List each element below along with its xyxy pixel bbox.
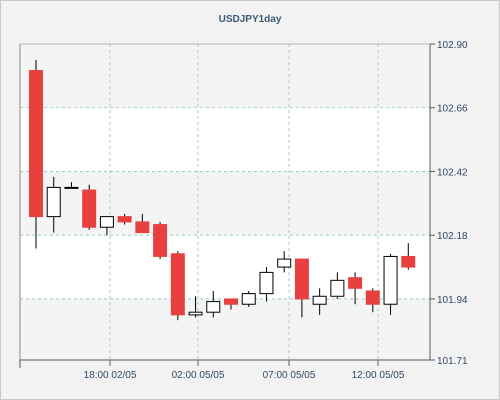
candle-up: [241, 290, 256, 307]
candle-body: [206, 301, 221, 313]
y-tick-label: 102.18: [437, 231, 468, 242]
axes: [19, 43, 431, 361]
plot-band: [20, 44, 430, 108]
candles: [29, 59, 416, 321]
candle-body: [365, 290, 380, 305]
candle-down: [135, 213, 150, 234]
candle-up: [259, 267, 274, 302]
candle-down: [29, 59, 43, 249]
candle-body: [82, 189, 97, 228]
candle-body: [294, 258, 309, 300]
candle-up: [188, 296, 203, 318]
y-tick-label: 101.71: [437, 356, 468, 367]
candle-body: [277, 258, 292, 268]
candle-body: [241, 293, 256, 305]
candle-down: [82, 184, 97, 230]
plot-background: [20, 44, 430, 360]
candle-up: [383, 253, 398, 315]
candle-down: [224, 298, 238, 310]
candle-body: [259, 271, 274, 295]
y-tick-label: 102.42: [437, 167, 468, 178]
x-tick-label: 07:00 05/05: [263, 370, 316, 381]
candle-up: [64, 182, 79, 189]
y-tick-label: 102.90: [437, 40, 468, 51]
candle-up: [99, 216, 114, 236]
candle-body: [383, 255, 398, 305]
candle-down: [153, 221, 168, 260]
candle-body: [135, 221, 150, 234]
y-axis-ticks: 102.90 102.66 102.42 102.18 101.94 101.71: [430, 40, 468, 367]
candle-body: [330, 279, 345, 297]
candle-body: [29, 70, 43, 218]
candle-body: [46, 186, 61, 218]
candle-body: [153, 224, 168, 257]
candle-body: [312, 295, 327, 305]
y-tick-label: 102.66: [437, 104, 468, 115]
candle-up: [330, 272, 345, 299]
x-tick-label: 18:00 02/05: [84, 370, 137, 381]
candle-body: [348, 277, 363, 289]
candle-up: [277, 251, 292, 273]
candle-body: [401, 255, 416, 268]
candle-body: [117, 216, 132, 223]
candle-body: [64, 186, 79, 189]
candle-up: [206, 290, 221, 318]
y-tick-label: 101.94: [437, 295, 468, 306]
candle-body: [188, 311, 203, 316]
candle-up: [312, 288, 327, 315]
candle-up: [46, 176, 61, 233]
candle-down: [365, 288, 380, 313]
candle-body: [170, 253, 185, 316]
candle-body: [224, 298, 238, 305]
x-axis-ticks: 18:00 02/05 02:00 05/05 07:00 05/05 12:00 0…: [19, 360, 405, 381]
candle-body: [99, 216, 114, 228]
candle-down: [117, 213, 132, 225]
candle-down: [170, 251, 185, 321]
x-tick-label: 12:00 05/05: [352, 370, 405, 381]
chart-title: USDJPY1day: [219, 14, 282, 25]
plot-band: [20, 171, 430, 236]
candle-down: [401, 243, 416, 270]
plot-band: [20, 298, 430, 360]
candle-down: [294, 258, 309, 318]
x-tick-label: 02:00 05/05: [172, 370, 225, 381]
candle-down: [348, 272, 363, 305]
